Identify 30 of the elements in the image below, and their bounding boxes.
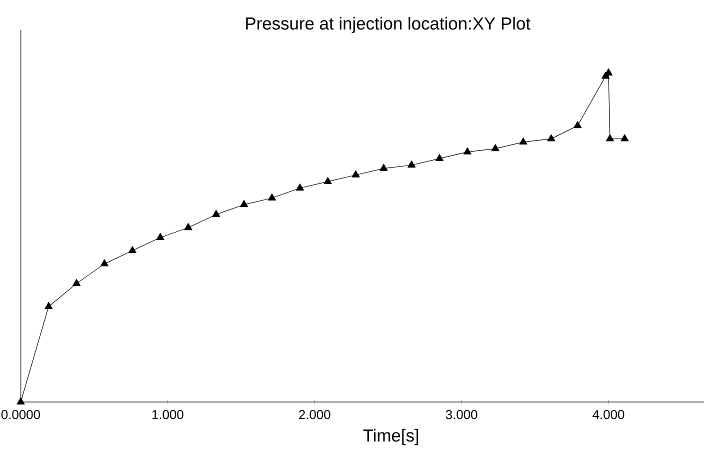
x-tick-label: 1.000 (152, 410, 184, 420)
x-axis-title: Time[s] (363, 428, 418, 446)
point (435, 154, 444, 161)
point (128, 246, 136, 254)
point (212, 210, 220, 217)
x-tick-label: 2.000 (299, 410, 330, 420)
point (491, 144, 500, 152)
point (268, 193, 276, 200)
point (408, 160, 416, 168)
point (296, 184, 304, 191)
x-tick-label: 3.000 (446, 410, 478, 420)
point (240, 200, 248, 208)
point (547, 134, 556, 142)
point (606, 134, 614, 142)
point (156, 232, 164, 240)
point (184, 223, 192, 230)
chart-title: Pressure at injection location:XY Plot (246, 16, 530, 34)
point (352, 170, 360, 178)
point (16, 397, 25, 404)
point (463, 147, 472, 154)
point (324, 176, 332, 184)
point (620, 134, 629, 142)
x-tick-label: 0.0000 (1, 410, 40, 420)
point (72, 278, 81, 286)
point (100, 259, 108, 266)
point (519, 137, 528, 145)
point (44, 302, 53, 310)
point (380, 164, 388, 171)
point (574, 121, 582, 128)
x-tick-label: 4.000 (592, 410, 624, 420)
